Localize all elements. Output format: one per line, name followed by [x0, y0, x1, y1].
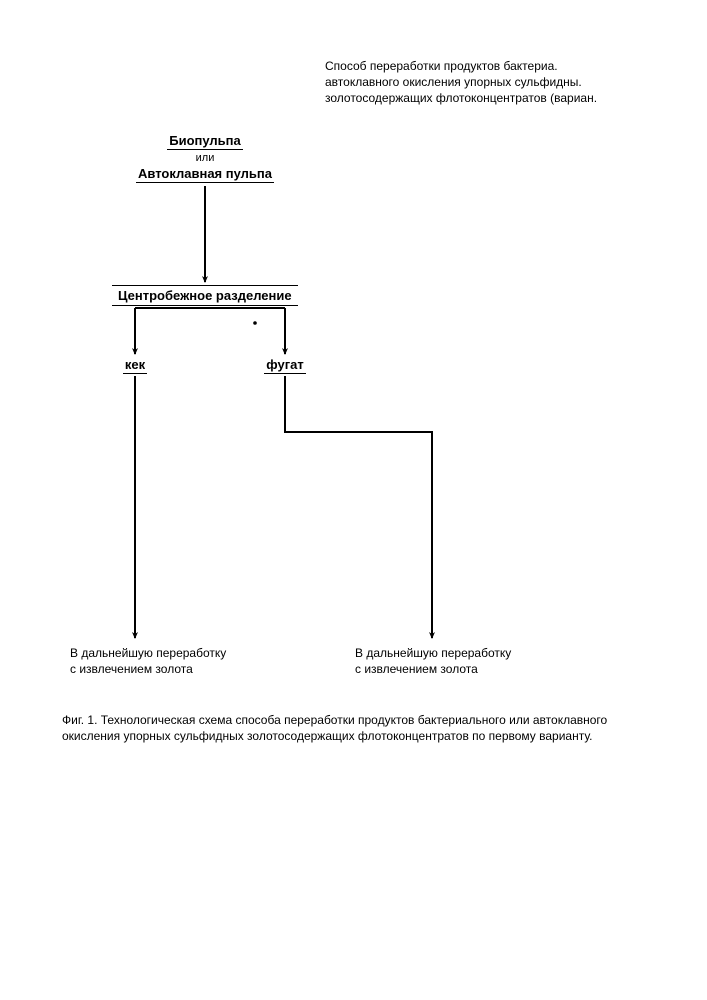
header-line1: Способ переработки продуктов бактериа. [325, 59, 558, 73]
header-line3: золотосодержащих флотоконцентратов (вари… [325, 91, 597, 105]
edge-fugate-elbow [285, 376, 432, 638]
output-right: В дальнейшую переработку с извлечением з… [355, 645, 511, 677]
node-kek-label: кек [123, 357, 147, 374]
header-text: Способ переработки продуктов бактериа. а… [325, 58, 597, 107]
node-fugate-label: фугат [264, 357, 305, 374]
output-left: В дальнейшую переработку с извлечением з… [70, 645, 226, 677]
output-left-line1: В дальнейшую переработку [70, 646, 226, 660]
page: Способ переработки продуктов бактериа. а… [0, 0, 707, 1000]
output-right-line2: с извлечением золота [355, 662, 478, 676]
node-input-word1: Биопульпа [167, 133, 243, 150]
header-line2: автоклавного окисления упорных сульфидны… [325, 75, 582, 89]
output-left-line2: с извлечением золота [70, 662, 193, 676]
caption-line1: Фиг. 1. Технологическая схема способа пе… [62, 713, 607, 727]
figure-caption: Фиг. 1. Технологическая схема способа пе… [62, 712, 607, 744]
output-right-line1: В дальнейшую переработку [355, 646, 511, 660]
node-fugate: фугат [255, 357, 315, 374]
node-input-mid: или [105, 151, 305, 165]
node-process: Центробежное разделение [112, 285, 298, 306]
stray-dot [253, 321, 257, 325]
node-kek: кек [110, 357, 160, 374]
caption-line2: окисления упорных сульфидных золотосодер… [62, 729, 593, 743]
node-input: Биопульпа или Автоклавная пульпа [105, 133, 305, 183]
node-input-word2: Автоклавная пульпа [136, 166, 274, 183]
